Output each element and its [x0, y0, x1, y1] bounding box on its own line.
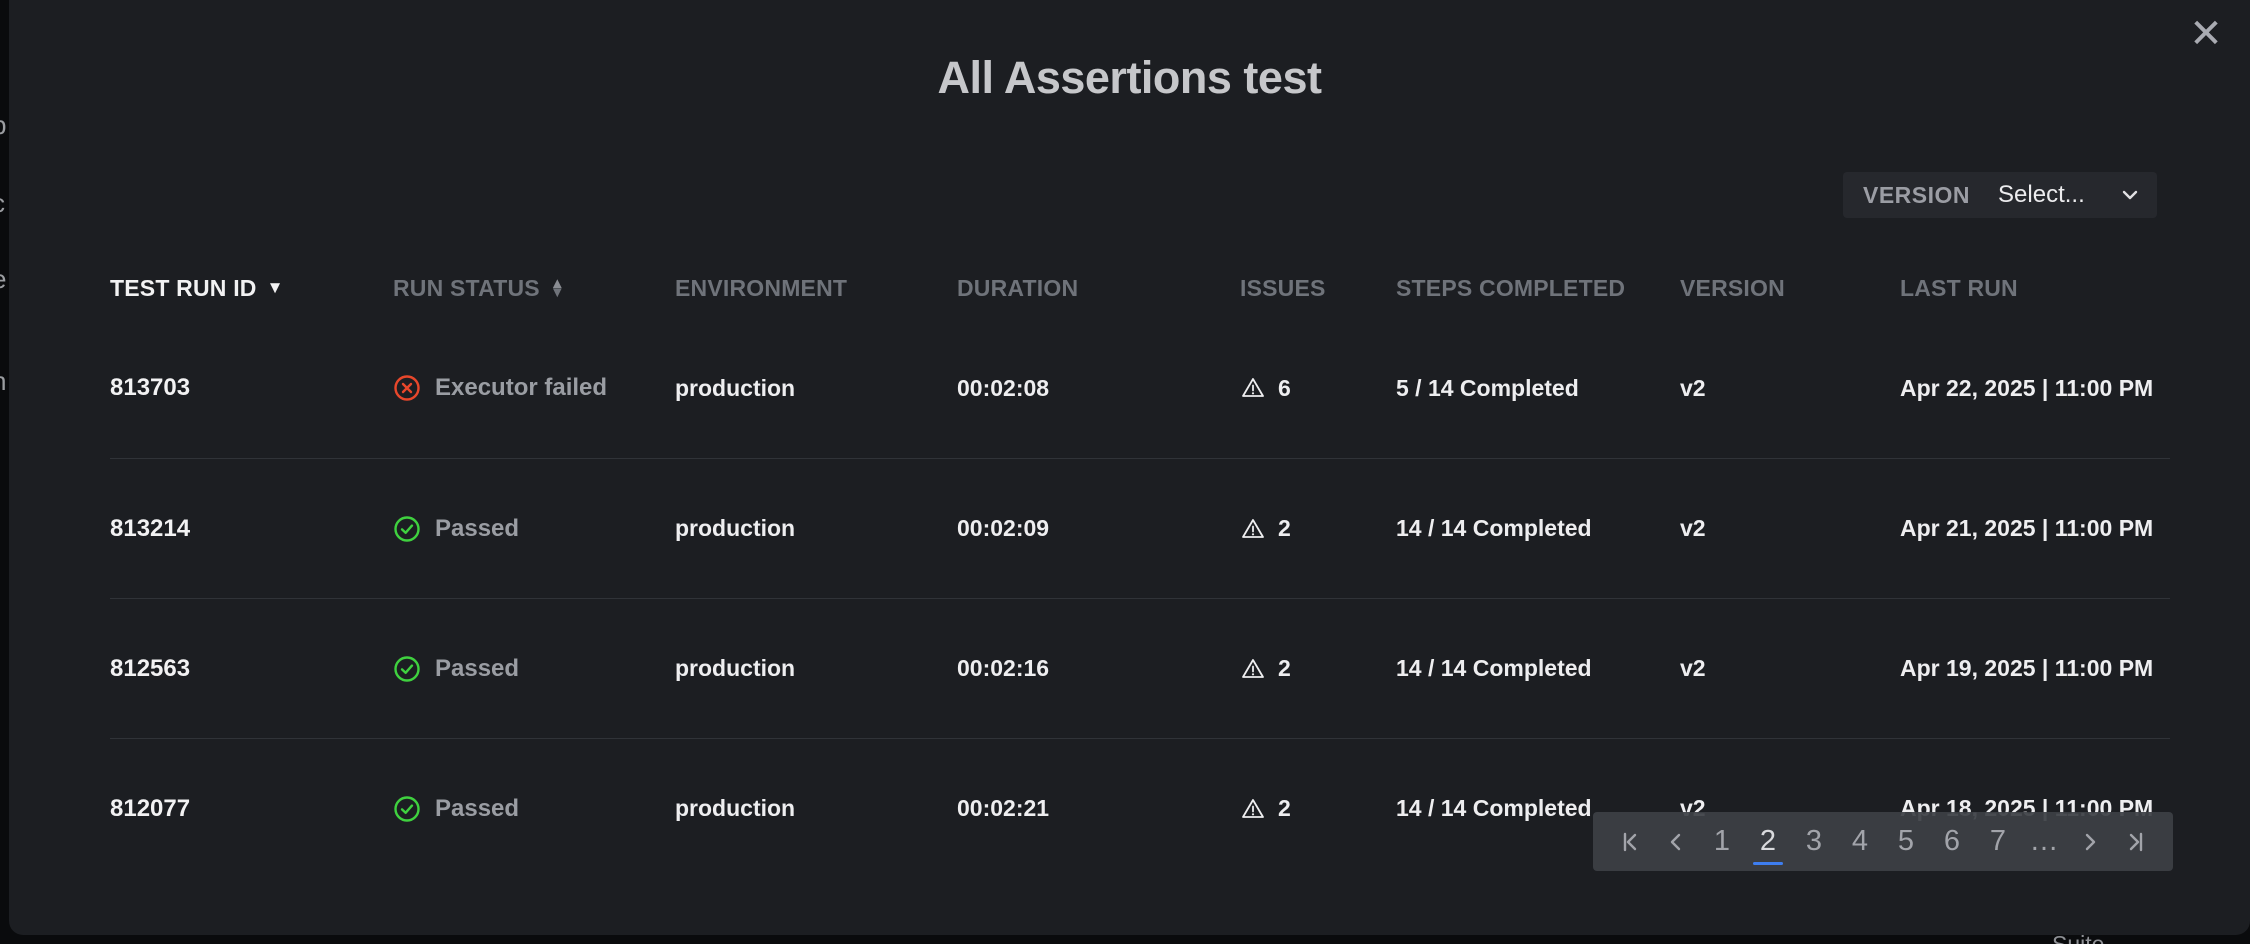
chevron-down-icon	[2119, 184, 2141, 206]
run-status: Executor failed	[393, 374, 675, 402]
sort-toggle-icon: ▲ ▼	[549, 274, 565, 301]
steps-completed: 14 / 14 Completed	[1396, 515, 1592, 541]
version: v2	[1680, 515, 1706, 541]
issues-count: 2	[1278, 795, 1291, 821]
modal-title: All Assertions test	[937, 52, 1322, 103]
test-runs-table: TEST RUN ID ▼ RUN STATUS ▲ ▼ ENVIRONMENT…	[110, 258, 2170, 878]
header-label: VERSION	[1680, 274, 1785, 301]
header-run-status[interactable]: RUN STATUS ▲ ▼	[393, 275, 675, 302]
pagination-next-button[interactable]	[2073, 812, 2107, 871]
backdrop-text-fragment: p	[0, 110, 6, 141]
run-status: Passed	[393, 655, 675, 683]
pagination-bar: 1 2 3 4 5 6 7 …	[1593, 812, 2173, 871]
all-assertions-modal: ✕ All Assertions test VERSION Select... …	[9, 0, 2250, 935]
steps-completed: 14 / 14 Completed	[1396, 655, 1592, 681]
duration: 00:02:16	[957, 655, 1050, 681]
header-steps-completed[interactable]: STEPS COMPLETED	[1396, 275, 1680, 302]
test-run-id: 813214	[110, 514, 191, 542]
issues-count: 6	[1278, 374, 1291, 401]
environment: production	[675, 795, 796, 821]
backdrop-text-fragment: n	[0, 366, 6, 397]
issues-count: 2	[1278, 515, 1291, 541]
sort-down-icon: ▼	[549, 284, 565, 301]
header-label: ISSUES	[1240, 274, 1326, 301]
issues: 2	[1240, 515, 1396, 542]
version-filter-label: VERSION	[1863, 181, 1971, 208]
close-icon[interactable]: ✕	[2189, 12, 2223, 56]
last-run: Apr 21, 2025 | 11:00 PM	[1900, 515, 2154, 541]
header-issues[interactable]: ISSUES	[1240, 275, 1396, 302]
version: v2	[1680, 374, 1706, 401]
run-status: Passed	[393, 795, 675, 823]
table-row[interactable]: 812563 Passed production 00:02:16 2 14 /…	[110, 598, 2170, 738]
test-run-id: 812563	[110, 654, 191, 682]
pagination-page-7[interactable]: 7	[1989, 825, 2007, 857]
table-row[interactable]: 813214 Passed production 00:02:09 2 14 /…	[110, 458, 2170, 598]
issues: 2	[1240, 655, 1396, 682]
pagination-page-2-active[interactable]: 2	[1751, 812, 1785, 871]
header-version[interactable]: VERSION	[1680, 275, 1900, 302]
pagination-first-button[interactable]	[1613, 812, 1647, 871]
last-run: Apr 22, 2025 | 11:00 PM	[1900, 374, 2154, 401]
pagination-page-1[interactable]: 1	[1713, 825, 1731, 857]
header-duration[interactable]: DURATION	[957, 275, 1240, 302]
run-status-label: Executor failed	[435, 374, 608, 401]
pagination-page-3[interactable]: 3	[1805, 825, 1823, 857]
passed-circle-check-icon	[393, 515, 421, 543]
issues-count: 2	[1278, 655, 1291, 681]
environment: production	[675, 655, 796, 681]
header-test-run-id[interactable]: TEST RUN ID ▼	[110, 275, 393, 302]
header-label: ENVIRONMENT	[675, 274, 848, 301]
passed-circle-check-icon	[393, 655, 421, 683]
pagination-page-4[interactable]: 4	[1851, 825, 1869, 857]
header-last-run[interactable]: LAST RUN	[1900, 275, 2170, 302]
issues: 6	[1240, 375, 1396, 402]
warning-triangle-icon	[1240, 656, 1266, 682]
header-environment[interactable]: ENVIRONMENT	[675, 275, 957, 302]
table-header-row: TEST RUN ID ▼ RUN STATUS ▲ ▼ ENVIRONMENT…	[110, 258, 2170, 318]
pagination-prev-button[interactable]	[1659, 812, 1693, 871]
test-run-id: 813703	[110, 374, 191, 401]
steps-completed: 14 / 14 Completed	[1396, 795, 1592, 821]
header-label: DURATION	[957, 274, 1079, 301]
test-run-id: 812077	[110, 794, 191, 822]
failed-circle-x-icon	[393, 374, 421, 402]
backdrop-text-fragment: c	[0, 188, 5, 219]
environment: production	[675, 374, 796, 401]
header-label: STEPS COMPLETED	[1396, 274, 1626, 301]
backdrop-text-fragment: e	[0, 264, 6, 295]
duration: 00:02:09	[957, 515, 1050, 541]
passed-circle-check-icon	[393, 795, 421, 823]
last-run: Apr 19, 2025 | 11:00 PM	[1900, 655, 2154, 681]
pagination-page-5[interactable]: 5	[1897, 825, 1915, 857]
pagination-page-6[interactable]: 6	[1943, 825, 1961, 857]
run-status-label: Passed	[435, 794, 520, 822]
issues: 2	[1240, 795, 1396, 822]
run-status-label: Passed	[435, 514, 520, 542]
version: v2	[1680, 655, 1706, 681]
header-label: TEST RUN ID	[110, 274, 257, 301]
pagination-last-button[interactable]	[2119, 812, 2153, 871]
sort-descending-icon: ▼	[266, 278, 284, 297]
sort-up-icon: ▲	[549, 274, 565, 292]
warning-triangle-icon	[1240, 796, 1266, 822]
run-status-label: Passed	[435, 654, 520, 682]
steps-completed: 5 / 14 Completed	[1396, 374, 1579, 401]
table-row[interactable]: 813703 Executor failed production 00:02:…	[110, 318, 2170, 458]
environment: production	[675, 515, 796, 541]
header-label: LAST RUN	[1900, 274, 2018, 301]
duration: 00:02:21	[957, 795, 1050, 821]
pagination-ellipsis: …	[2029, 825, 2059, 857]
header-label: RUN STATUS	[393, 274, 540, 301]
warning-triangle-icon	[1240, 375, 1266, 401]
version-filter-value: Select...	[1998, 181, 2085, 208]
version-filter-select[interactable]: VERSION Select...	[1843, 172, 2157, 218]
duration: 00:02:08	[957, 374, 1050, 401]
warning-triangle-icon	[1240, 516, 1266, 542]
run-status: Passed	[393, 515, 675, 543]
